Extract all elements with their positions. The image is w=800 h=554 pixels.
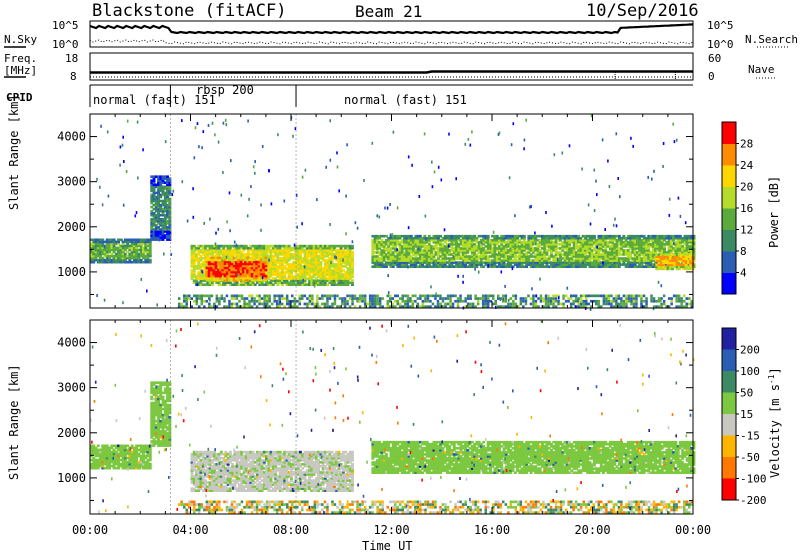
power-region-1 bbox=[150, 175, 172, 241]
nsearch-tick-bottom: 10^0 bbox=[707, 38, 734, 51]
power-colorbar-tick-4: 20 bbox=[740, 181, 753, 194]
freq-series-line bbox=[90, 70, 693, 74]
power-ytick-label-3: 4000 bbox=[57, 130, 86, 144]
power-ytick-label-0: 1000 bbox=[57, 265, 86, 279]
power-colorbar-tick-6: 28 bbox=[740, 138, 753, 151]
velocity-colorbar-tick-2: 50 bbox=[740, 387, 753, 400]
velocity-colorbar-seg-2 bbox=[722, 371, 736, 393]
power-colorbar-seg-6 bbox=[722, 143, 736, 166]
velocity-colorbar-seg-4 bbox=[722, 414, 736, 436]
velocity-colorbar-tick-1: 100 bbox=[740, 365, 760, 378]
velocity-colorbar-tick-5: -50 bbox=[740, 451, 760, 464]
velocity-region-3 bbox=[371, 440, 696, 474]
freq-panel-frame bbox=[89, 52, 694, 81]
xtick-label-1: 04:00 bbox=[172, 523, 208, 537]
velocity-colorbar-tick-6: -100 bbox=[740, 473, 767, 486]
power-ground-scatter-band bbox=[177, 294, 693, 308]
velocity-colorbar-tick-4: -15 bbox=[740, 430, 760, 443]
cpid-segment-label-1: normal (fast) 151 bbox=[93, 93, 216, 107]
power-colorbar-seg-0 bbox=[722, 272, 736, 295]
freq-label-2: [MHz] bbox=[4, 64, 38, 77]
power-panel-frame bbox=[89, 113, 694, 309]
velocity-colorbar-seg-6 bbox=[722, 457, 736, 479]
power-ytick-label-1: 2000 bbox=[57, 220, 86, 234]
nave-label: Nave bbox=[748, 63, 775, 76]
power-colorbar-seg-3 bbox=[722, 208, 736, 230]
nave-tick-top: 60 bbox=[708, 52, 722, 65]
nsearch-series-line bbox=[89, 39, 694, 45]
velocity-colorbar-seg-3 bbox=[722, 392, 736, 415]
velocity-colorbar-seg-1 bbox=[722, 349, 736, 372]
power-heatmap-group bbox=[90, 114, 696, 311]
velocity-heatmap-group bbox=[90, 320, 696, 515]
power-region-5 bbox=[655, 253, 695, 271]
velocity-ground-scatter-band bbox=[177, 500, 693, 514]
power-sparse-echoes bbox=[95, 114, 687, 311]
nsky-tick-top: 10^5 bbox=[52, 19, 79, 32]
power-colorbar-seg-2 bbox=[722, 229, 736, 252]
velocity-sparse-echoes bbox=[90, 320, 695, 515]
power-ytick-label-2: 3000 bbox=[57, 175, 86, 189]
cpid-label: CPID bbox=[6, 91, 33, 104]
velocity-ytick-label-0: 1000 bbox=[57, 471, 86, 485]
power-colorbar-seg-1 bbox=[722, 251, 736, 273]
freq-tick-top: 18 bbox=[65, 52, 79, 65]
station-title: Blackstone (fitACF) bbox=[92, 1, 287, 21]
xtick-label-2: 08:00 bbox=[273, 523, 309, 537]
velocity-colorbar-seg-7 bbox=[722, 478, 736, 501]
power-colorbar-tick-0: 4 bbox=[740, 267, 747, 280]
freq-tick-bottom: 8 bbox=[70, 70, 77, 83]
nsky-panel-frame bbox=[89, 20, 694, 48]
nave-tick-bottom: 0 bbox=[708, 70, 715, 83]
velocity-ytick-label-2: 3000 bbox=[57, 381, 86, 395]
power-region-0 bbox=[90, 238, 152, 264]
power-colorbar-seg-5 bbox=[722, 165, 736, 187]
power-colorbar-tick-5: 24 bbox=[740, 159, 754, 172]
power-colorbar-tick-2: 12 bbox=[740, 224, 753, 237]
velocity-colorbar-seg-5 bbox=[722, 435, 736, 458]
power-colorbar-tick-1: 8 bbox=[740, 245, 747, 258]
nsearch-label: N.Search bbox=[745, 33, 798, 46]
velocity-ytick-label-3: 4000 bbox=[57, 336, 86, 350]
nsky-series-line bbox=[89, 23, 694, 35]
velocity-region-0 bbox=[90, 444, 152, 470]
freq-label-1: Freq. bbox=[4, 52, 38, 65]
cpid-segment-label-3: normal (fast) 151 bbox=[344, 93, 467, 107]
velocity-colorbar-tick-7: -200 bbox=[740, 494, 767, 507]
cpid-segment-label-2: rbsp 200 bbox=[196, 83, 254, 97]
xtick-label-0: 00:00 bbox=[72, 523, 108, 537]
power-colorbar-seg-4 bbox=[722, 186, 736, 209]
beam-title: Beam 21 bbox=[355, 2, 423, 21]
xtick-label-6: 00:00 bbox=[675, 523, 711, 537]
velocity-colorbar-seg-0 bbox=[722, 328, 736, 350]
nsearch-tick-top: 10^5 bbox=[707, 19, 734, 32]
xtick-label-4: 16:00 bbox=[474, 523, 510, 537]
date-title: 10/Sep/2016 bbox=[586, 1, 699, 21]
xtick-label-5: 20:00 bbox=[574, 523, 610, 537]
time-xlabel: Time UT bbox=[362, 539, 413, 553]
power-region-3 bbox=[205, 256, 268, 282]
power-colorbar-tick-3: 16 bbox=[740, 202, 753, 215]
velocity-ytick-label-1: 2000 bbox=[57, 426, 86, 440]
velocity-region-1 bbox=[150, 381, 172, 447]
nsky-label: N.Sky bbox=[4, 33, 38, 46]
velocity-region-2 bbox=[190, 450, 354, 492]
velocity-colorbar-tick-0: 200 bbox=[740, 344, 760, 357]
nsky-tick-bottom: 10^0 bbox=[52, 38, 79, 51]
power-colorbar-seg-7 bbox=[722, 122, 736, 144]
velocity-colorbar-tick-3: 15 bbox=[740, 408, 753, 421]
xtick-label-3: 12:00 bbox=[373, 523, 409, 537]
